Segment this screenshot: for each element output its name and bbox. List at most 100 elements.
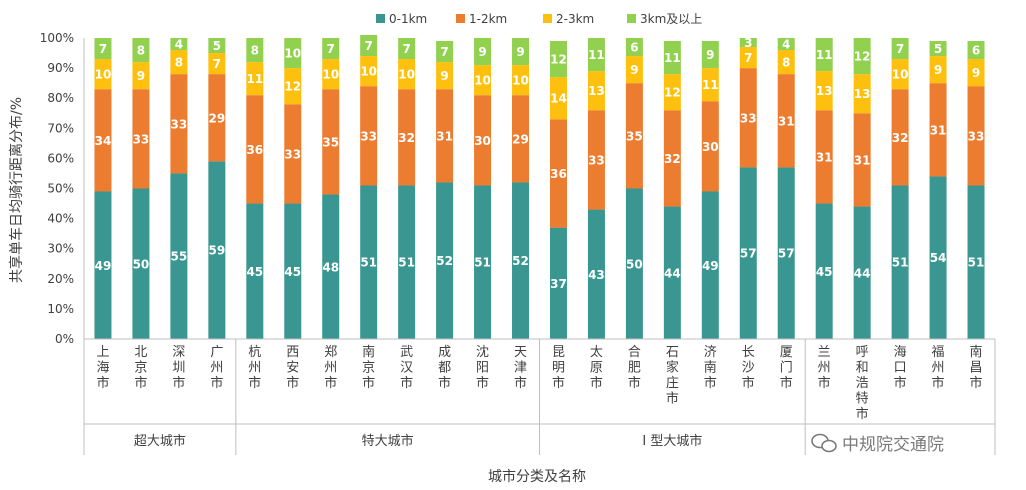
data-label: 51 <box>892 256 909 270</box>
bar-segment <box>94 38 112 60</box>
data-label: 10 <box>892 68 909 82</box>
bar-segment <box>739 167 757 339</box>
data-label: 49 <box>702 259 719 273</box>
data-label: 34 <box>95 134 112 148</box>
data-label: 9 <box>706 48 714 62</box>
data-label: 33 <box>360 129 377 143</box>
data-label: 36 <box>550 167 567 181</box>
data-label: 51 <box>474 256 491 270</box>
bar-segment <box>929 176 947 339</box>
data-label: 33 <box>968 129 985 143</box>
data-label: 4 <box>782 38 790 52</box>
bar-segment <box>512 95 530 183</box>
bar-segment <box>436 182 454 339</box>
x-tick-label: 西安市 <box>286 345 299 391</box>
bar-segment <box>777 38 795 51</box>
data-label: 55 <box>171 250 188 264</box>
bar-segment <box>246 203 264 339</box>
x-tick-label: 天津市 <box>514 345 527 391</box>
bar-segment <box>512 182 530 339</box>
x-tick-label: 南京市 <box>362 344 375 391</box>
bar-segment <box>360 34 378 57</box>
data-label: 12 <box>550 53 567 67</box>
x-tick-label: 沈阳市 <box>476 345 489 391</box>
x-axis-title: 城市分类及名称 <box>488 468 586 485</box>
data-label: 9 <box>440 69 448 83</box>
data-label: 13 <box>816 84 833 98</box>
data-label: 48 <box>322 260 339 274</box>
data-label: 32 <box>892 131 909 145</box>
data-label: 33 <box>133 132 150 146</box>
data-label: 9 <box>630 63 638 77</box>
data-label: 4 <box>175 38 183 52</box>
bar-segment <box>815 203 833 339</box>
bar-segment <box>891 38 909 60</box>
x-tick-label: 海口市 <box>894 345 907 391</box>
bar-segment <box>398 38 416 60</box>
bar-segment <box>853 206 871 339</box>
data-label: 30 <box>702 140 719 154</box>
data-label: 29 <box>209 111 226 125</box>
x-tick-label: 济南市 <box>704 345 717 391</box>
data-label: 45 <box>816 265 833 279</box>
x-tick-label: 上海市 <box>96 345 109 391</box>
bar-segment <box>929 41 947 57</box>
bar-segment <box>246 95 264 204</box>
bar-segment <box>815 71 833 111</box>
bar-segment <box>170 50 188 75</box>
bar-segment <box>549 77 567 120</box>
data-label: 10 <box>398 68 415 82</box>
data-label: 11 <box>246 72 263 86</box>
bar-segment <box>322 194 340 339</box>
bar-segment <box>549 41 567 78</box>
wechat-icon <box>811 433 837 453</box>
data-label: 13 <box>588 84 605 98</box>
data-label: 9 <box>478 45 486 59</box>
bar-segment <box>94 89 112 192</box>
x-tick-label: 南昌市 <box>970 344 983 391</box>
data-label: 7 <box>402 42 410 56</box>
data-label: 14 <box>550 92 567 106</box>
bar-segment <box>436 89 454 183</box>
bar-segment <box>360 185 378 339</box>
data-label: 32 <box>664 152 681 166</box>
data-label: 37 <box>550 277 567 291</box>
x-tick-label: 福州市 <box>932 345 945 391</box>
data-label: 33 <box>171 117 188 131</box>
data-label: 7 <box>213 57 221 71</box>
data-label: 32 <box>398 131 415 145</box>
data-label: 8 <box>251 44 259 58</box>
bar-segment <box>512 65 530 96</box>
bar-segment <box>967 185 985 339</box>
data-label: 50 <box>133 257 150 271</box>
bar-segment <box>587 209 605 339</box>
data-label: 8 <box>137 44 145 58</box>
data-label: 7 <box>440 45 448 59</box>
bar-segment <box>663 74 681 111</box>
bar-segment <box>777 167 795 339</box>
data-label: 5 <box>934 42 942 56</box>
bar-segment <box>360 56 378 87</box>
data-label: 7 <box>744 51 752 65</box>
data-label: 50 <box>626 257 643 271</box>
bar-segment <box>625 83 643 189</box>
y-tick-label: 50% <box>47 182 74 196</box>
bar-segment <box>322 38 340 60</box>
bar-segment <box>967 86 985 186</box>
bar-segment <box>549 227 567 339</box>
bar-segment <box>663 41 681 75</box>
x-tick-label: 深圳市 <box>172 345 185 391</box>
y-tick-label: 70% <box>47 121 74 135</box>
y-tick-label: 100% <box>40 31 74 45</box>
data-label: 54 <box>930 251 947 265</box>
data-label: 59 <box>209 244 226 258</box>
bar-segment <box>853 38 871 75</box>
bar-segment <box>739 68 757 168</box>
bar-segment <box>246 62 264 96</box>
x-tick-label: 成都市 <box>438 345 451 391</box>
data-label: 6 <box>630 41 638 55</box>
legend-entry: 0-1km <box>389 12 427 26</box>
data-label: 7 <box>99 42 107 56</box>
data-label: 45 <box>246 265 263 279</box>
